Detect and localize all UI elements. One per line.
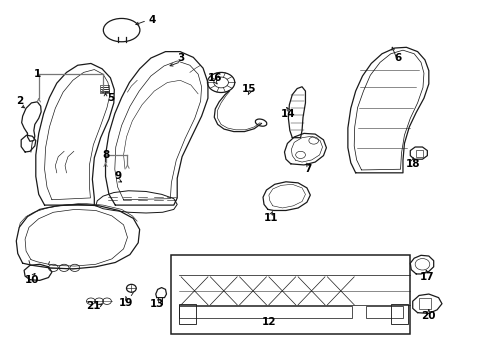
Bar (178, 306, 351, 318)
Text: 11: 11 (264, 213, 278, 222)
Text: 6: 6 (394, 53, 401, 63)
Text: 20: 20 (421, 311, 435, 321)
Text: 10: 10 (25, 275, 40, 285)
Bar (390, 305, 407, 324)
Bar (415, 149, 423, 157)
Text: 12: 12 (261, 317, 276, 327)
Text: 13: 13 (149, 299, 163, 309)
Bar (366, 306, 402, 318)
Text: 19: 19 (119, 298, 133, 308)
Text: 21: 21 (86, 301, 101, 311)
Text: 7: 7 (304, 164, 311, 174)
Text: 9: 9 (114, 171, 121, 181)
Bar (171, 255, 409, 334)
Text: 5: 5 (106, 93, 114, 103)
Text: 4: 4 (148, 15, 155, 26)
Text: 2: 2 (17, 96, 24, 106)
Text: 14: 14 (281, 109, 295, 119)
Text: 16: 16 (207, 73, 222, 83)
Bar (100, 85, 109, 93)
Text: 15: 15 (242, 84, 256, 94)
Bar (418, 298, 430, 309)
Bar (178, 305, 195, 324)
Text: 3: 3 (177, 53, 184, 63)
Text: 17: 17 (419, 272, 434, 282)
Text: 1: 1 (34, 69, 41, 79)
Text: 18: 18 (405, 159, 419, 169)
Text: 8: 8 (102, 150, 109, 160)
